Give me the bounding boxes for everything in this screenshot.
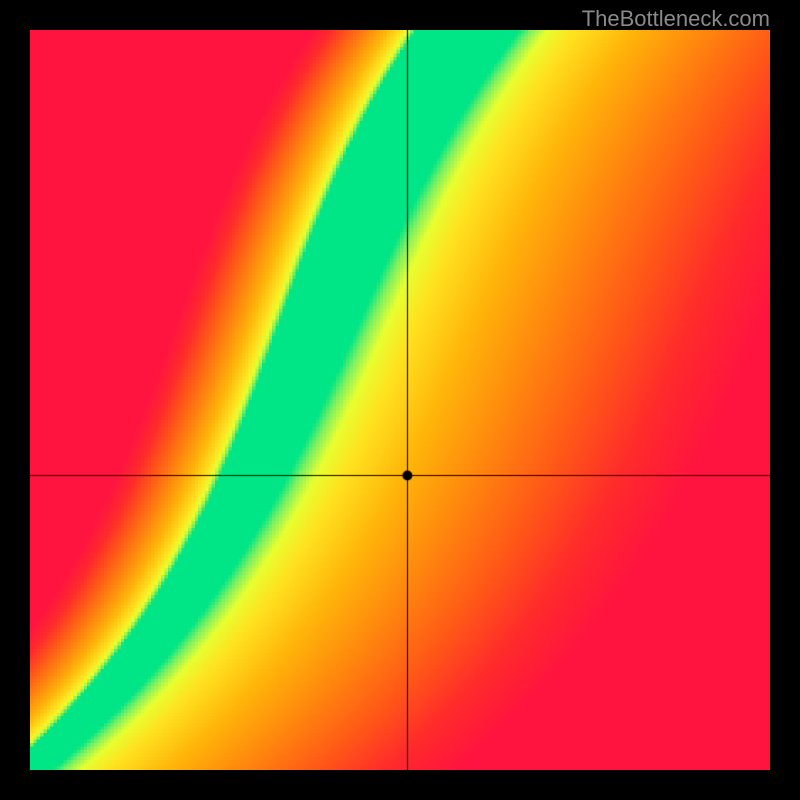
watermark-label: TheBottleneck.com: [582, 6, 770, 32]
overlay-canvas: [30, 30, 770, 770]
chart-container: TheBottleneck.com: [0, 0, 800, 800]
